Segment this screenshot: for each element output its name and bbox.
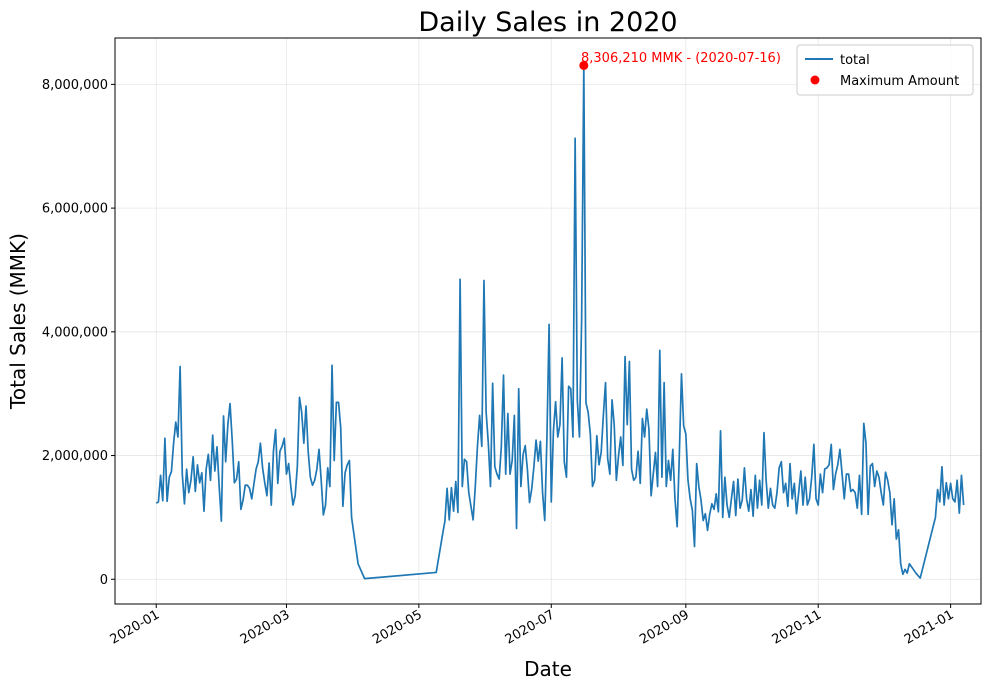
plot-frame	[114, 37, 982, 605]
legend-label-total: total	[840, 53, 870, 68]
y-axis-label: Total Sales (MMK)	[6, 233, 30, 410]
x-axis-label: Date	[524, 657, 572, 681]
legend-box	[796, 44, 974, 96]
legend-label-max: Maximum Amount	[840, 74, 959, 89]
y-tick-label: 2,000,000	[42, 449, 108, 464]
y-tick-label: 6,000,000	[42, 202, 108, 217]
y-tick-label: 0	[100, 573, 108, 588]
legend: total Maximum Amount	[796, 44, 974, 96]
series-layer	[155, 60, 965, 580]
y-tick-label: 4,000,000	[42, 325, 108, 340]
y-tick-label: 8,000,000	[42, 78, 108, 93]
series-line-total	[155, 64, 965, 580]
chart-title: Daily Sales in 2020	[418, 7, 677, 38]
legend-max-swatch	[810, 75, 820, 85]
max-annotation: 8,306,210 MMK - (2020-07-16)	[581, 51, 781, 66]
max-point-marker	[579, 60, 589, 70]
